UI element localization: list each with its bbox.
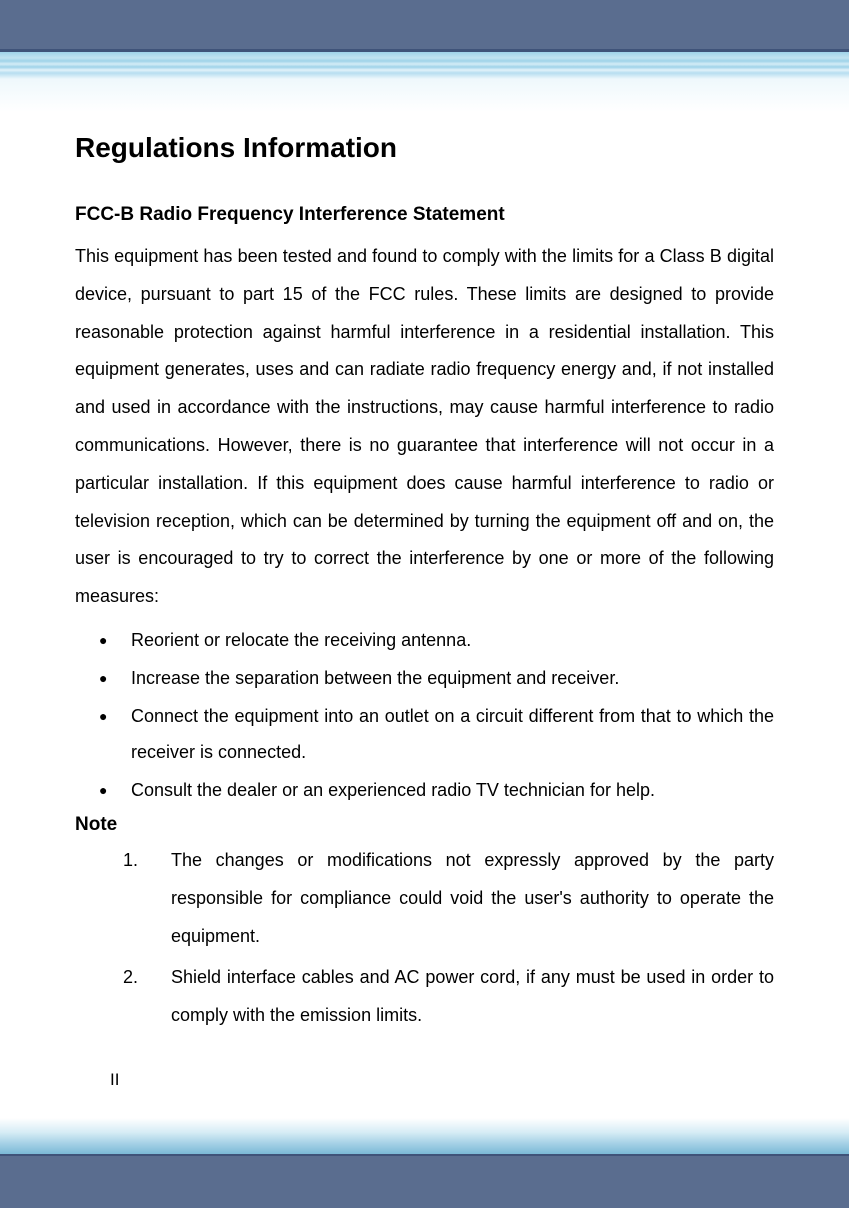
list-item: The changes or modifications not express… xyxy=(123,842,774,955)
list-item: Consult the dealer or an experienced rad… xyxy=(99,772,774,808)
notes-list: The changes or modifications not express… xyxy=(75,842,774,1035)
list-item: Increase the separation between the equi… xyxy=(99,660,774,696)
page-number: II xyxy=(110,1070,119,1090)
bullet-list: Reorient or relocate the receiving anten… xyxy=(75,622,774,808)
footer xyxy=(0,1118,849,1208)
page-content: Regulations Information FCC-B Radio Freq… xyxy=(0,112,849,1208)
section-heading: FCC-B Radio Frequency Interference State… xyxy=(75,204,774,226)
page-title: Regulations Information xyxy=(75,132,774,164)
list-item: Shield interface cables and AC power cor… xyxy=(123,959,774,1035)
section-paragraph: This equipment has been tested and found… xyxy=(75,238,774,616)
note-heading: Note xyxy=(75,814,774,836)
list-item: Connect the equipment into an outlet on … xyxy=(99,698,774,770)
header-gradient xyxy=(0,52,849,112)
list-item: Reorient or relocate the receiving anten… xyxy=(99,622,774,658)
footer-bar xyxy=(0,1154,849,1208)
header-bar xyxy=(0,0,849,52)
footer-gradient xyxy=(0,1118,849,1154)
document-page: Regulations Information FCC-B Radio Freq… xyxy=(0,0,849,1208)
